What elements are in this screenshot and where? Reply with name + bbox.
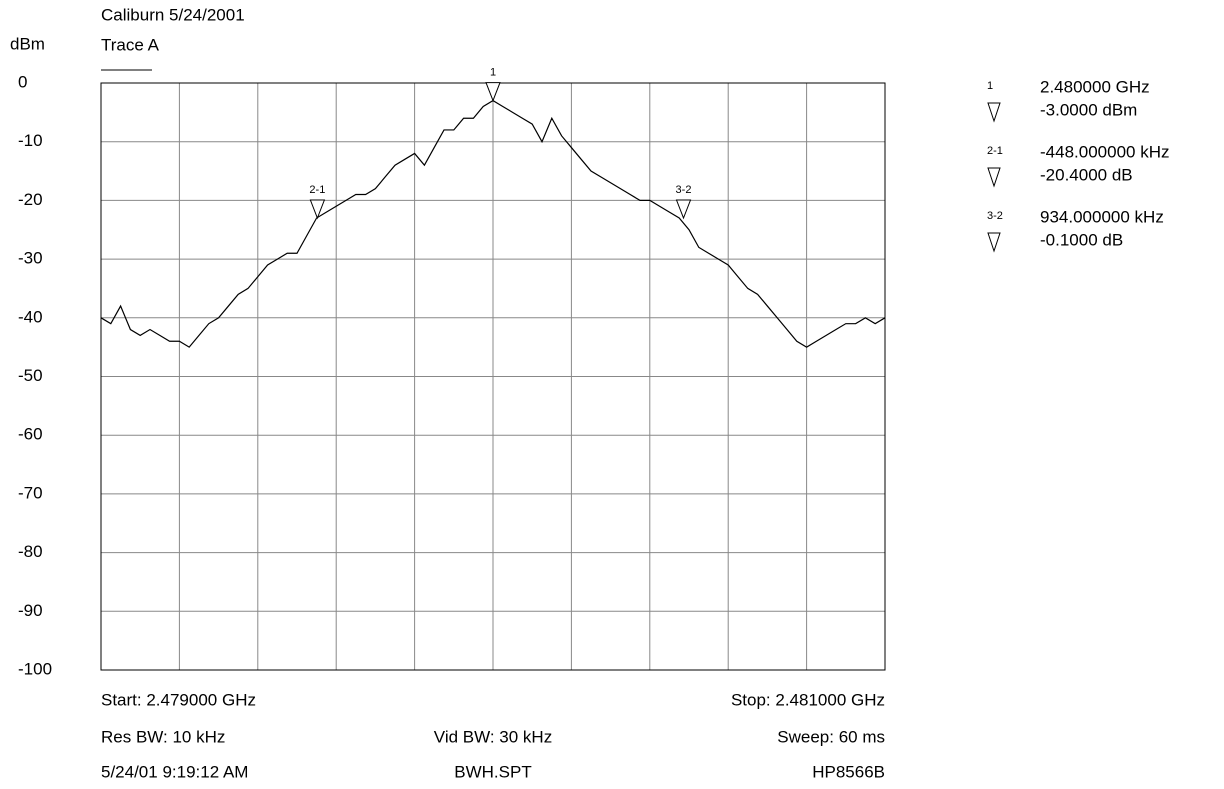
y-tick-label: 0 bbox=[18, 72, 27, 91]
marker bbox=[309, 199, 326, 220]
marker bbox=[675, 199, 692, 220]
stop-frequency: Stop: 2.481000 GHz bbox=[731, 690, 885, 709]
readout-line1: 2.480000 GHz bbox=[1040, 77, 1150, 96]
y-tick-label: -20 bbox=[18, 190, 43, 209]
readout-line2: -0.1000 dB bbox=[1040, 230, 1123, 249]
marker-label: 2-1 bbox=[309, 184, 325, 196]
file-name: BWH.SPT bbox=[454, 762, 531, 781]
instrument: HP8566B bbox=[812, 762, 885, 781]
y-tick-label: -60 bbox=[18, 425, 43, 444]
readout-line1: 934.000000 kHz bbox=[1040, 207, 1164, 226]
marker-label: 3-2 bbox=[676, 184, 692, 196]
y-axis-label: dBm bbox=[10, 34, 45, 53]
y-tick-label: -10 bbox=[18, 131, 43, 150]
readout-triangle bbox=[987, 102, 1001, 123]
y-tick-label: -50 bbox=[18, 366, 43, 385]
sweep: Sweep: 60 ms bbox=[777, 727, 885, 746]
y-tick-label: -30 bbox=[18, 249, 43, 268]
start-frequency: Start: 2.479000 GHz bbox=[101, 690, 256, 709]
y-tick-label: -90 bbox=[18, 601, 43, 620]
readout-line2: -20.4000 dB bbox=[1040, 165, 1133, 184]
readout-triangle bbox=[987, 232, 1001, 253]
readout-triangle bbox=[987, 167, 1001, 188]
y-tick-label: -70 bbox=[18, 483, 43, 502]
readout-line1: -448.000000 kHz bbox=[1040, 142, 1169, 161]
readout-index: 3-2 bbox=[987, 210, 1003, 222]
chart-title: Caliburn 5/24/2001 bbox=[101, 5, 245, 24]
timestamp: 5/24/01 9:19:12 AM bbox=[101, 762, 248, 781]
readout-index: 1 bbox=[987, 80, 993, 92]
legend-label: Trace A bbox=[101, 35, 160, 54]
y-tick-label: -100 bbox=[18, 659, 52, 678]
readout-index: 2-1 bbox=[987, 145, 1003, 157]
marker bbox=[485, 82, 501, 102]
y-tick-label: -80 bbox=[18, 542, 43, 561]
res-bw: Res BW: 10 kHz bbox=[101, 727, 225, 746]
y-tick-label: -40 bbox=[18, 307, 43, 326]
vid-bw: Vid BW: 30 kHz bbox=[434, 727, 552, 746]
readout-line2: -3.0000 dBm bbox=[1040, 100, 1137, 119]
marker-label: 1 bbox=[490, 67, 496, 79]
